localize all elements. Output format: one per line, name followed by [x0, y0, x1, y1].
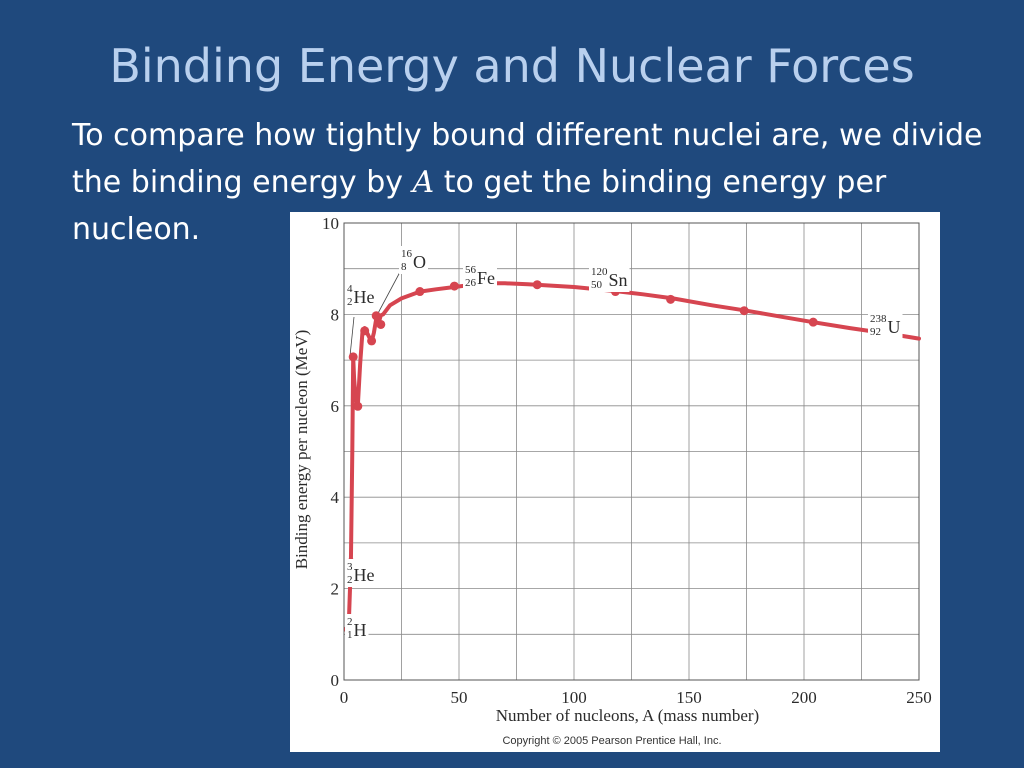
nuclide-mass-number: 16	[401, 248, 413, 260]
nuclide-mass-number: 56	[465, 264, 477, 276]
body-text-before: To compare how tightly bound different n…	[72, 118, 983, 200]
data-point	[808, 317, 818, 327]
nuclide-symbol: H	[354, 620, 367, 640]
data-point	[415, 287, 425, 297]
y-tick-label: 10	[322, 214, 339, 233]
nuclide-atomic-number: 8	[401, 261, 407, 273]
nuclide-mass-number: 238	[870, 313, 887, 325]
nuclide-symbol: He	[354, 565, 375, 585]
binding-energy-curve	[346, 281, 921, 632]
x-tick-label: 100	[561, 688, 587, 707]
leader-line	[375, 271, 401, 318]
plot-frame	[343, 222, 920, 681]
y-tick-label: 6	[331, 397, 340, 416]
body-variable-a: A	[412, 165, 435, 200]
slide-title: Binding Energy and Nuclear Forces	[109, 39, 915, 93]
data-point	[739, 306, 749, 316]
x-axis-label: Number of nucleons, A (mass number)	[496, 706, 759, 725]
y-tick-label: 2	[331, 580, 340, 599]
nuclide-atomic-number: 2	[347, 296, 353, 308]
nuclide-atomic-number: 2	[347, 574, 353, 586]
nuclide-mass-number: 3	[347, 561, 353, 573]
nuclide-symbol: O	[413, 252, 426, 272]
y-tick-label: 4	[331, 488, 340, 507]
x-tick-label: 150	[676, 688, 702, 707]
data-point	[376, 319, 386, 329]
data-point	[360, 326, 370, 336]
data-point	[666, 294, 676, 304]
nuclide-symbol: He	[354, 287, 375, 307]
x-tick-label: 200	[791, 688, 817, 707]
nuclide-mass-number: 120	[591, 266, 608, 278]
chart-panel: 0 50 100 150 200 250 0 2 4 6 8 10 Number of nucleon…	[290, 212, 940, 752]
nuclide-symbol: U	[888, 317, 901, 337]
leader-line	[349, 316, 355, 357]
y-tick-label: 0	[331, 671, 340, 690]
nuclide-label-o-16: 168 O	[399, 246, 428, 274]
data-point	[353, 401, 363, 411]
data-point	[348, 352, 358, 362]
nuclide-atomic-number: 50	[591, 279, 603, 291]
nuclide-label-h-2: 21 H	[345, 614, 369, 642]
copyright-text: Copyright © 2005 Pearson Prentice Hall, …	[502, 735, 721, 747]
slide-body-text: To compare how tightly bound different n…	[72, 112, 1002, 253]
y-tick-label: 8	[331, 305, 340, 324]
nuclide-mass-number: 2	[347, 616, 353, 628]
data-point	[449, 281, 459, 291]
nuclide-atomic-number: 26	[465, 277, 477, 289]
data-point	[532, 280, 542, 290]
data-point	[371, 311, 381, 321]
x-tick-label: 50	[451, 688, 468, 707]
nuclide-mass-number: 4	[347, 283, 353, 295]
data-point	[367, 336, 377, 346]
nuclide-symbol: Fe	[477, 268, 495, 288]
nuclide-atomic-number: 1	[347, 629, 353, 641]
nuclide-symbol: Sn	[609, 270, 628, 290]
nuclide-atomic-number: 92	[870, 326, 881, 338]
y-axis-label: Binding energy per nucleon (MeV)	[292, 330, 311, 570]
nuclide-label-he-4: 42 He	[345, 281, 377, 309]
x-tick-label: 250	[906, 688, 932, 707]
body-text-after: to get the binding energy per nucleon.	[72, 165, 887, 247]
x-tick-label: 0	[340, 688, 349, 707]
nuclide-label-he-3: 32 He	[345, 559, 377, 587]
